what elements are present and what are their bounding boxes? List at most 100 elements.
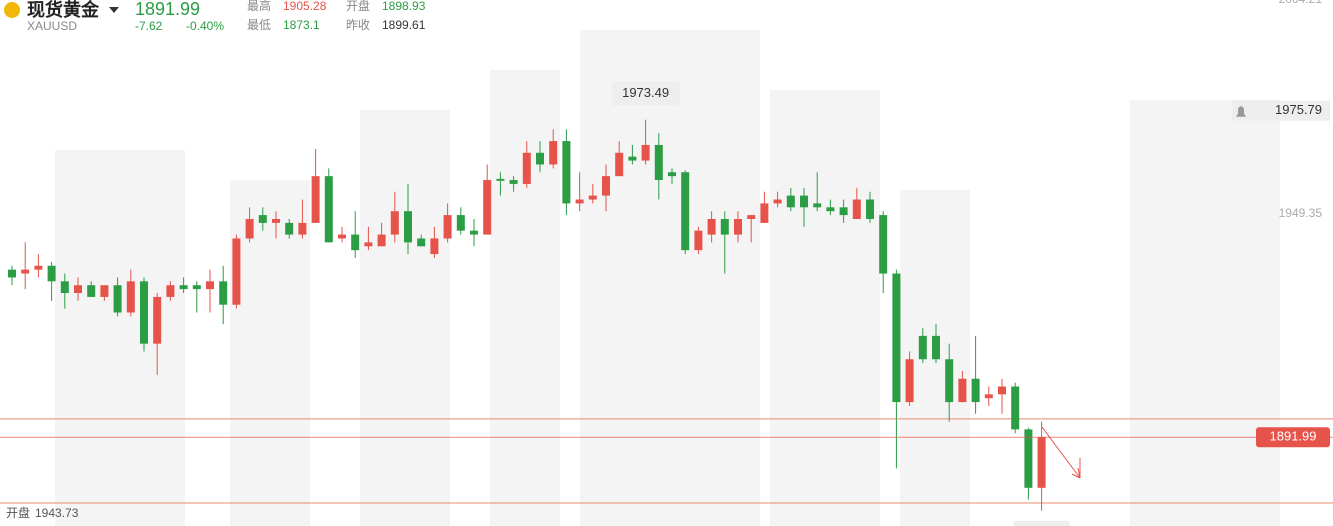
candle-body <box>100 285 109 297</box>
high-value: 1905.28 <box>283 0 327 13</box>
candle-body <box>60 281 69 294</box>
candle-body <box>641 144 650 161</box>
candle-body <box>192 285 201 290</box>
min-label: 1873.1 <box>1022 523 1062 526</box>
change: -7.62 <box>135 19 163 33</box>
candle-body <box>852 199 861 219</box>
candle-body <box>351 234 360 251</box>
high-label: 最高 <box>247 0 271 13</box>
candle-body <box>496 178 505 181</box>
candle-body <box>87 285 96 297</box>
candle-body <box>377 234 386 247</box>
max-label-box <box>611 81 680 106</box>
low-value: 1873.1 <box>283 18 320 32</box>
bg-building <box>580 30 760 526</box>
candle-body <box>562 141 571 204</box>
y-tick-label: 1949.35 <box>1279 206 1323 220</box>
candle-body <box>443 215 452 239</box>
current-price-label: 1891.99 <box>1270 429 1317 444</box>
candle-body <box>720 218 729 235</box>
candle-body <box>694 230 703 251</box>
candle-body <box>786 195 795 208</box>
candle-body <box>483 180 492 235</box>
candle-body <box>773 199 782 204</box>
candle-body <box>707 218 716 235</box>
y-tick-label: 2004.21 <box>1279 0 1323 6</box>
candle-body <box>364 242 373 247</box>
candle-body <box>1037 437 1046 488</box>
gold-icon <box>4 2 20 18</box>
candle-body <box>430 238 439 255</box>
candle-body <box>800 195 808 208</box>
alert-label: 1975.79 <box>1275 102 1322 117</box>
candle-body <box>456 215 465 231</box>
candle-body <box>522 152 531 184</box>
candle-body <box>826 207 835 212</box>
candle-body <box>905 359 914 403</box>
candle-body <box>232 238 241 305</box>
candle-body <box>668 172 676 177</box>
candle-body <box>602 176 610 196</box>
candle-body <box>404 211 412 243</box>
bg-building <box>55 150 185 526</box>
candle-body <box>74 285 82 294</box>
bg-building <box>1130 100 1280 526</box>
candle-body <box>153 296 162 344</box>
candle-body <box>932 335 940 360</box>
bg-building <box>360 110 450 526</box>
candle-body <box>272 218 280 223</box>
symbol: XAUUSD <box>27 19 77 33</box>
candle-body <box>34 265 43 270</box>
candle-body <box>311 176 320 223</box>
candle-body <box>47 265 56 282</box>
candle-body <box>509 180 518 184</box>
candle-body <box>417 238 426 247</box>
candle-body <box>338 234 346 239</box>
prev-label: 昨收 <box>346 18 370 32</box>
candle-body <box>958 378 967 403</box>
candle-body <box>390 211 399 235</box>
prev-value: 1899.61 <box>382 18 426 32</box>
candle-body <box>179 285 188 290</box>
candle-body <box>1024 429 1033 488</box>
candle-body <box>575 199 584 204</box>
candle-body <box>879 215 888 274</box>
candle-body <box>971 378 980 403</box>
arrow-path <box>1041 426 1081 479</box>
candle-body <box>892 273 901 403</box>
candle-body <box>536 152 544 165</box>
candle-body <box>1011 386 1020 430</box>
candle-body <box>588 195 597 200</box>
candle-body <box>615 152 624 177</box>
candle-body <box>166 285 175 297</box>
min-label-box <box>1013 520 1070 526</box>
bg-building <box>490 70 560 526</box>
change-pct: -0.40% <box>186 19 224 33</box>
candle-body <box>140 281 148 344</box>
candle-body <box>747 215 756 219</box>
drawn-arrow <box>1041 426 1081 479</box>
open-label: 开盘 <box>346 0 370 13</box>
candle-body <box>219 281 228 305</box>
candle-body <box>839 207 848 216</box>
candle-body <box>126 281 135 313</box>
candle-body <box>298 222 307 235</box>
candle-body <box>549 141 558 165</box>
current-price-box <box>1256 427 1330 448</box>
candle-body <box>628 156 637 161</box>
candle-body <box>945 359 954 403</box>
candle-body <box>918 335 927 360</box>
alert-bell <box>1236 106 1246 117</box>
candle-body <box>760 203 769 223</box>
candle-body <box>470 230 478 235</box>
candle-body <box>245 218 254 239</box>
alert-box <box>1232 100 1330 121</box>
candle-body <box>206 281 214 290</box>
dropdown-arrow[interactable] <box>109 7 119 13</box>
candle-body <box>813 203 822 208</box>
footer-label: 开盘 <box>6 505 30 520</box>
candle-body <box>734 218 742 235</box>
title: 现货黄金 <box>27 0 100 20</box>
